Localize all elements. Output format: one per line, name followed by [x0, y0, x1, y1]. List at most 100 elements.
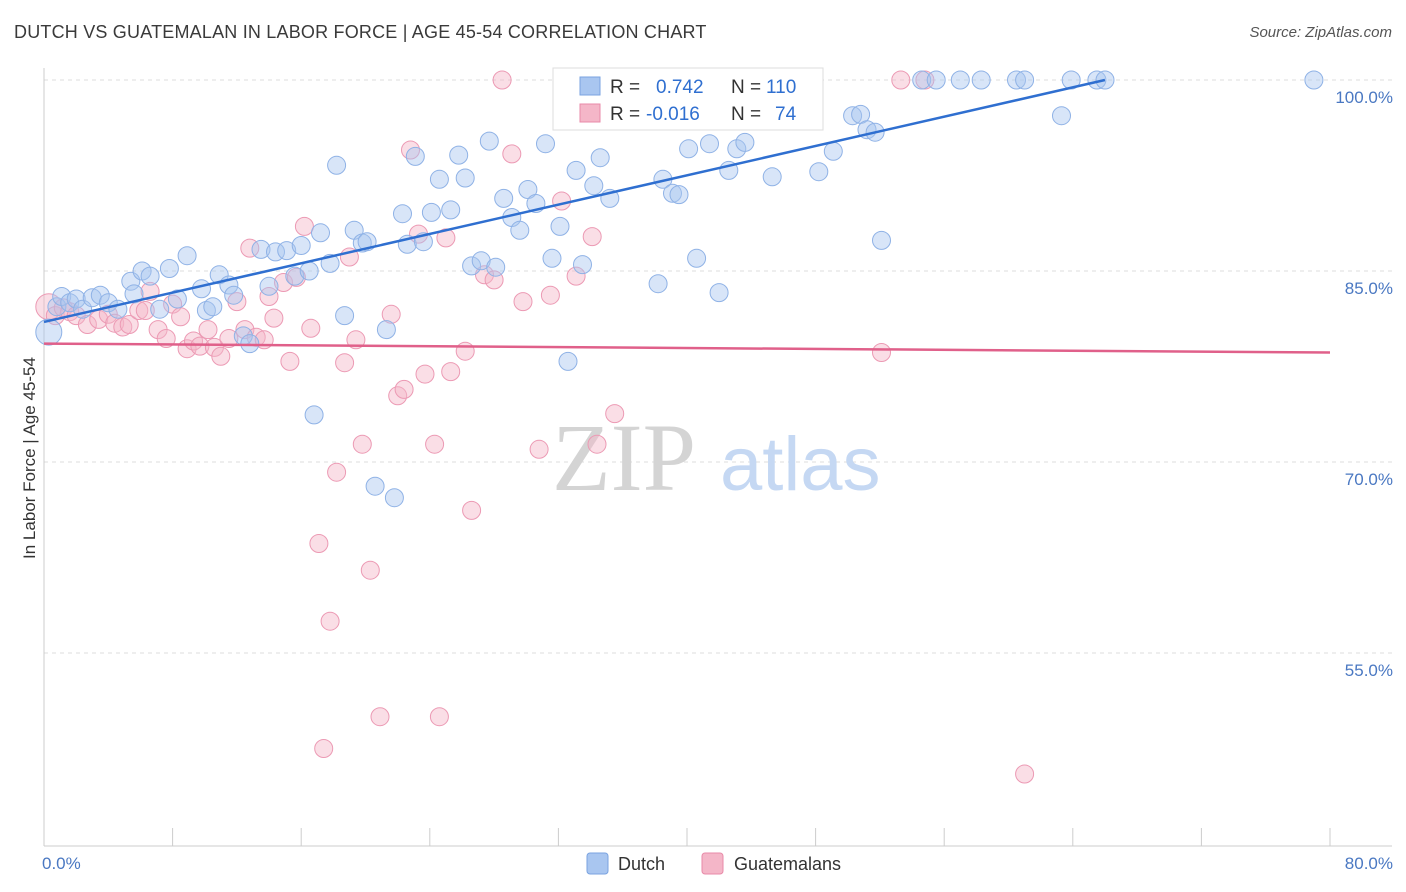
dutch-point — [203, 297, 223, 317]
dutch-point — [573, 255, 592, 275]
guatemalans-point — [352, 434, 372, 454]
dutch-point — [950, 70, 970, 90]
source-note: Source: ZipAtlas.com — [1249, 24, 1392, 41]
guatemalans-point — [301, 318, 321, 338]
stats-guat-swatch — [579, 103, 601, 123]
dutch-point — [679, 139, 699, 159]
guatemalans-point — [529, 439, 549, 459]
guatemalans-point — [219, 329, 239, 348]
dutch-point — [335, 306, 355, 326]
x-tick-label: 80.0% — [1345, 854, 1393, 873]
dutch-point — [449, 145, 469, 165]
dutch-point — [35, 318, 63, 346]
dutch-point — [1015, 70, 1035, 90]
dutch-point — [384, 488, 404, 508]
stats-guat-r-value: -0.016 — [646, 104, 700, 125]
guatemalans-point — [462, 500, 482, 520]
dutch-point — [47, 297, 67, 317]
guatemalans-point — [394, 379, 414, 399]
dutch-point — [177, 246, 197, 266]
dutch-point — [167, 289, 187, 309]
legend-dutch-swatch[interactable] — [586, 852, 609, 875]
legend-guatemalans-label[interactable]: Guatemalans — [734, 854, 841, 874]
guatemalans-point — [190, 336, 210, 356]
stats-dutch-n-value: 110 — [766, 77, 796, 98]
guatemalans-point — [259, 287, 279, 306]
guatemalans-point — [327, 462, 347, 482]
guatemalans-point — [119, 315, 139, 334]
guatemalans-point — [335, 353, 355, 373]
guatemalans-point — [235, 320, 255, 340]
dutch-point — [304, 405, 324, 425]
dutch-point — [542, 248, 562, 268]
guatemalans-point — [370, 707, 390, 727]
guatemalans-point — [429, 707, 449, 727]
y-tick-label: 70.0% — [1345, 470, 1393, 489]
dutch-point — [912, 70, 932, 90]
y-tick-label: 55.0% — [1345, 661, 1393, 680]
dutch-point — [1095, 70, 1115, 90]
guatemalans-point — [552, 191, 572, 211]
guatemalans-point — [171, 307, 191, 327]
dutch-point — [159, 259, 179, 278]
guatemalans-point — [264, 308, 284, 328]
dutch-point — [90, 285, 110, 305]
dutch-point — [479, 131, 499, 151]
dutch-point — [700, 134, 719, 154]
guatemalans-point — [587, 434, 607, 454]
guatemalans-point — [156, 329, 176, 348]
dutch-point — [648, 274, 668, 294]
guatemalans-point — [436, 228, 456, 248]
y-tick-label: 100.0% — [1335, 88, 1393, 107]
dutch-point — [1087, 70, 1107, 90]
dutch-point — [196, 301, 216, 320]
guatemalans-points — [35, 70, 1035, 784]
stats-guat-r-label: R = — [610, 104, 640, 125]
dutch-point — [872, 230, 891, 250]
dutch-point — [590, 148, 610, 168]
dutch-point — [735, 132, 755, 152]
guatemalans-point — [198, 320, 218, 340]
guatemalans-point — [346, 330, 366, 350]
dutch-point — [291, 236, 311, 255]
dutch-point — [709, 283, 729, 303]
dutch-point — [536, 134, 555, 154]
dutch-point — [494, 188, 514, 208]
dutch-point — [140, 266, 160, 286]
guatemalans-point — [872, 343, 891, 362]
dutch-point — [327, 155, 347, 175]
dutch-point — [455, 168, 475, 188]
dutch-point — [1052, 106, 1071, 126]
dutch-trend-line — [43, 78, 1106, 324]
x-tick-label: 0.0% — [42, 854, 81, 873]
stats-dutch-r-value: 0.742 — [656, 77, 704, 98]
dutch-point — [486, 257, 506, 277]
stats-box: R = 0.742 N = 110 R = -0.016 N = 74 — [552, 67, 824, 131]
legend-guatemalans-swatch[interactable] — [701, 852, 724, 875]
dutch-point — [843, 106, 863, 126]
guatemalans-point — [309, 534, 329, 553]
dutch-point — [124, 284, 144, 304]
stats-dutch-swatch — [579, 76, 601, 96]
guatemalans-point — [605, 404, 625, 424]
dutch-point — [299, 261, 319, 281]
watermark-atlas: atlas — [720, 422, 881, 507]
grid-lines — [44, 79, 1392, 654]
legend-dutch-label[interactable]: Dutch — [618, 854, 665, 874]
guatemalans-point — [280, 351, 300, 371]
guatemalans-point — [492, 70, 512, 90]
dutch-point — [224, 285, 244, 305]
dutch-point — [971, 70, 991, 90]
dutch-point — [52, 287, 72, 306]
guatemalans-point — [425, 434, 445, 454]
guatemalans-point — [502, 144, 522, 164]
guatemalans-point — [582, 227, 602, 247]
dutch-point — [663, 183, 682, 203]
dutch-point — [192, 279, 211, 299]
guatemalans-point — [294, 216, 314, 236]
dutch-point — [823, 141, 843, 161]
dutch-point — [421, 202, 441, 222]
guatemalans-point — [77, 315, 97, 334]
y-axis-label: In Labor Force | Age 45-54 — [20, 357, 39, 559]
